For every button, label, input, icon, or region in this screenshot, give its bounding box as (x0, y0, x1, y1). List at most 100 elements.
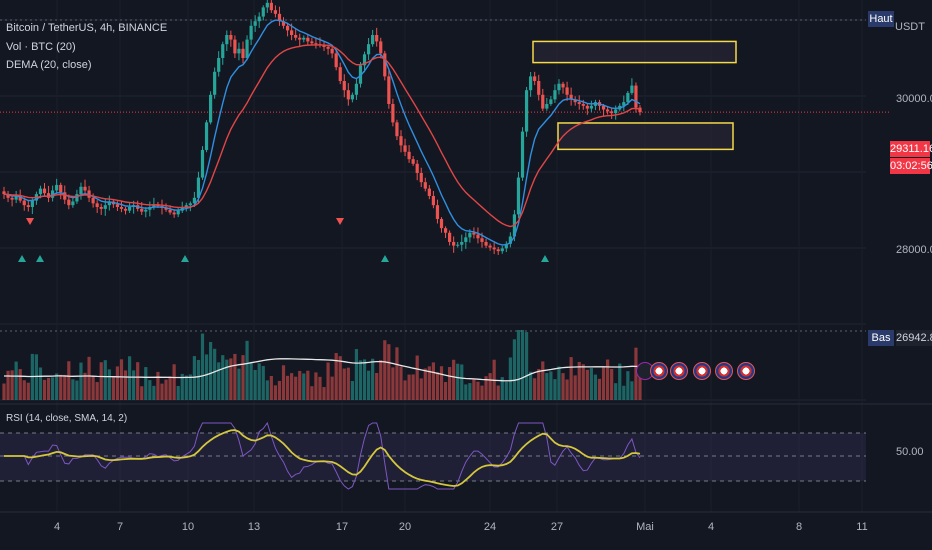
candle-body (391, 103, 395, 123)
candle-body (107, 201, 111, 206)
candle-body (123, 208, 128, 211)
candle-body (188, 203, 192, 206)
volume-bar (326, 362, 330, 400)
volume-bar (115, 366, 120, 400)
candle-body (468, 232, 472, 238)
volume-bar (172, 364, 176, 400)
candle-body (601, 105, 606, 110)
volume-bar (213, 348, 217, 400)
volume-bar (504, 381, 508, 400)
candle-body (573, 99, 577, 103)
volume-ma-line (4, 358, 641, 382)
candle-body (42, 188, 47, 194)
candle-body (326, 46, 330, 49)
volume-bar (42, 379, 47, 400)
volume-bar (132, 370, 136, 400)
volume-bar (160, 383, 164, 400)
candle-body (285, 25, 290, 31)
volume-bar (537, 368, 541, 400)
volume-bar (533, 378, 537, 400)
us-flag-icon[interactable] (650, 362, 668, 380)
volume-bar (618, 363, 622, 400)
candle-body (492, 247, 496, 250)
dema-legend[interactable]: DEMA (20, close) (6, 59, 92, 71)
candle-body (452, 241, 456, 246)
candle-body (22, 200, 26, 206)
volume-bar (375, 372, 379, 400)
volume-bar (452, 359, 456, 400)
buy-signal-icon (18, 255, 26, 262)
candle-body (152, 204, 156, 208)
volume-bar (427, 366, 431, 400)
candle-body (26, 205, 30, 208)
volume-bar (614, 383, 618, 400)
volume-bar (188, 374, 192, 400)
candle-body (172, 212, 176, 215)
us-flag-icon[interactable] (670, 362, 688, 380)
volume-bar (148, 380, 152, 400)
candle-body (103, 205, 107, 209)
rsi-ma-line (4, 429, 641, 487)
x-label: 7 (116, 521, 124, 533)
candle-body (99, 207, 103, 209)
volume-bar (59, 374, 63, 400)
rsi-legend[interactable]: RSI (14, close, SMA, 14, 2) (6, 413, 128, 424)
volume-bar (464, 384, 468, 400)
volume-bar (435, 372, 440, 400)
volume-bar (411, 374, 415, 400)
countdown-tag: 03:02:56 (890, 158, 932, 174)
volume-bar (14, 361, 18, 400)
x-label: 10 (181, 521, 195, 533)
candle-body (249, 25, 253, 40)
current-price-tag: 29311.16 (890, 141, 932, 157)
volume-bar (127, 356, 132, 400)
price-zone (557, 122, 734, 151)
volume-bar (415, 355, 419, 400)
candle-body (269, 2, 273, 11)
volume-bar (83, 372, 87, 400)
candle-body (366, 44, 371, 55)
candle-body (79, 186, 83, 195)
volume-bar (569, 357, 573, 400)
ema-slow-line (3, 44, 641, 228)
volume-bar (233, 353, 237, 400)
low-tag[interactable]: Bas (868, 330, 894, 346)
candle-body (168, 209, 172, 213)
us-flag-icon[interactable] (737, 362, 755, 380)
candle-body (314, 43, 318, 45)
volume-bar (480, 385, 484, 400)
volume-bar (484, 376, 488, 400)
volume-bar (237, 368, 241, 400)
us-flag-icon[interactable] (715, 362, 733, 380)
symbol-legend[interactable]: Bitcoin / TetherUS, 4h, BINANCE (6, 22, 168, 34)
candle-body (290, 30, 294, 35)
volume-bar (561, 373, 565, 400)
volume-bar (488, 373, 492, 400)
candle-body (427, 188, 431, 196)
candle-body (140, 208, 144, 212)
volume-legend[interactable]: Vol · BTC (20) (6, 41, 76, 53)
moving-averages (3, 19, 641, 382)
candle-body (622, 102, 626, 106)
candle-body (253, 21, 257, 26)
volume-bar (273, 385, 278, 400)
volume-bar (290, 373, 294, 400)
volume-bar (34, 354, 39, 400)
volume-bar (176, 385, 180, 400)
volume-bar (366, 370, 371, 400)
volume-bar (257, 363, 261, 400)
volume-bar (431, 362, 436, 400)
volume-bar (460, 364, 464, 400)
candle-body (553, 90, 557, 100)
high-tag[interactable]: Haut (868, 11, 894, 27)
candle-body (55, 184, 59, 191)
candle-body (610, 111, 614, 114)
volume-bar (338, 356, 342, 400)
candle-body (330, 48, 334, 54)
candle-body (217, 57, 221, 72)
us-flag-icon[interactable] (693, 362, 711, 380)
x-label: 17 (335, 521, 349, 533)
candle-body (399, 136, 403, 146)
candle-body (589, 105, 593, 109)
